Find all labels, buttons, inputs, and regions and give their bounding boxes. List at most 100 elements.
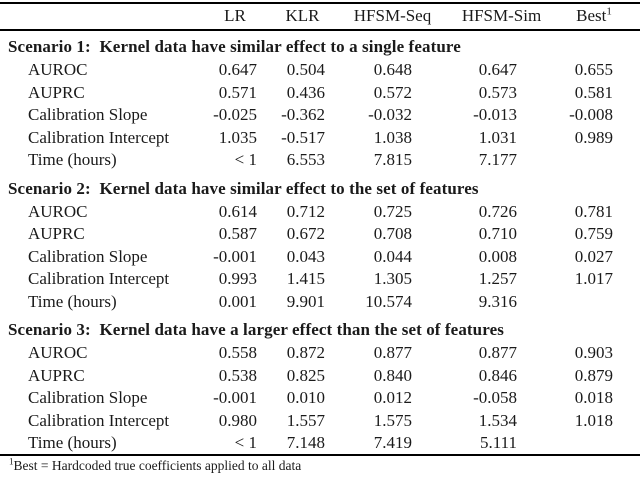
- cell-value: 0.573: [478, 82, 517, 102]
- row-label: Calibration Slope: [28, 388, 148, 408]
- cell-value: 0.436: [286, 82, 325, 102]
- row-label: AUROC: [28, 343, 88, 363]
- cell-value: 0.647: [218, 60, 257, 80]
- row-label: AUPRC: [28, 82, 85, 102]
- cell-value: 1.031: [478, 127, 517, 147]
- column-header-klr: KLR: [275, 3, 330, 31]
- cell-value: 9.901: [286, 291, 325, 311]
- column-header-label: KLR: [285, 6, 320, 25]
- column-header-label: HFSM-Seq: [353, 6, 432, 25]
- cell-value: -0.013: [473, 105, 517, 125]
- cell-value: [548, 432, 640, 455]
- cell-value: 1.415: [286, 269, 325, 289]
- row-label: AUPRC: [28, 224, 85, 244]
- section-title: Scenario 2: Kernel data have similar eff…: [8, 178, 479, 198]
- cell-value: 1.305: [373, 269, 412, 289]
- column-header-hfsm-seq: HFSM-Seq: [330, 3, 455, 31]
- row-label: AUPRC: [28, 365, 85, 385]
- cell-value: 0.840: [373, 365, 412, 385]
- cell-value: -0.032: [368, 105, 412, 125]
- cell-value: 0.879: [574, 365, 613, 385]
- cell-value: 0.825: [286, 365, 325, 385]
- cell-value: 0.018: [574, 388, 613, 408]
- cell-value: 1.038: [373, 127, 412, 147]
- column-header-label: Best: [576, 6, 607, 25]
- cell-value: 10.574: [365, 291, 412, 311]
- corner-cell: [0, 3, 195, 31]
- table-row: AUPRC 0.587 0.672 0.708 0.710 0.759: [0, 223, 640, 246]
- cell-value: 0.712: [286, 201, 325, 221]
- section-title: Scenario 3: Kernel data have a larger ef…: [8, 320, 504, 339]
- results-table: LR KLR HFSM-Seq HFSM-Sim Best1 Scenario …: [0, 2, 640, 456]
- cell-value: -0.008: [569, 105, 613, 125]
- cell-value: -0.001: [213, 388, 257, 408]
- footnote-marker: 1: [9, 456, 14, 467]
- table-header: LR KLR HFSM-Seq HFSM-Sim Best1: [0, 3, 640, 31]
- table-row: Calibration Intercept 0.980 1.557 1.575 …: [0, 410, 640, 433]
- cell-value: 0.538: [218, 365, 257, 385]
- cell-value: 0.008: [478, 246, 517, 266]
- best-footnote-marker: 1: [606, 5, 612, 18]
- table-row: AUROC 0.558 0.872 0.877 0.877 0.903: [0, 342, 640, 365]
- cell-value: 1.018: [574, 410, 613, 430]
- cell-value: 0.708: [373, 224, 412, 244]
- section-title-row: Scenario 3: Kernel data have a larger ef…: [0, 313, 640, 342]
- cell-value: 5.111: [480, 433, 517, 452]
- section-title-row: Scenario 1: Kernel data have similar eff…: [0, 30, 640, 59]
- cell-value: 7.148: [286, 433, 325, 452]
- footnote-text: Best = Hardcoded true coefficients appli…: [13, 458, 302, 473]
- column-header-hfsm-sim: HFSM-Sim: [455, 3, 548, 31]
- table-row: Calibration Slope -0.001 0.043 0.044 0.0…: [0, 246, 640, 269]
- cell-value: 0.648: [373, 60, 412, 80]
- cell-value: 0.993: [218, 269, 257, 289]
- cell-value: -0.058: [473, 388, 517, 408]
- cell-value: 7.419: [373, 433, 412, 452]
- cell-value: 7.177: [478, 150, 517, 170]
- table-row: AUROC 0.614 0.712 0.725 0.726 0.781: [0, 201, 640, 224]
- cell-value: -0.362: [281, 105, 325, 125]
- cell-value: 0.710: [478, 224, 517, 244]
- cell-value: 0.655: [574, 60, 613, 80]
- cell-value: -0.025: [213, 105, 257, 125]
- table-row: AUROC 0.647 0.504 0.648 0.647 0.655: [0, 59, 640, 82]
- cell-value: 0.001: [218, 291, 257, 311]
- column-header-lr: LR: [195, 3, 275, 31]
- cell-value: 1.534: [478, 410, 517, 430]
- cell-value: 0.027: [574, 246, 613, 266]
- cell-value: 0.647: [478, 60, 517, 80]
- row-label: Time (hours): [28, 150, 117, 170]
- cell-value: 0.010: [286, 388, 325, 408]
- row-label: Calibration Slope: [28, 105, 148, 125]
- table-footnote: 1Best = Hardcoded true coefficients appl…: [0, 456, 640, 474]
- cell-value: [548, 149, 640, 172]
- cell-value: 0.571: [218, 82, 257, 102]
- row-label: Calibration Intercept: [28, 410, 170, 430]
- cell-value: 1.575: [373, 410, 412, 430]
- cell-value: 0.877: [478, 343, 517, 363]
- cell-value: 0.726: [478, 201, 517, 221]
- cell-value: 9.316: [478, 291, 517, 311]
- cell-value: < 1: [234, 150, 257, 170]
- cell-value: 1.017: [574, 269, 613, 289]
- cell-value: 0.980: [218, 410, 257, 430]
- section-title-row: Scenario 2: Kernel data have similar eff…: [0, 172, 640, 201]
- cell-value: 0.572: [373, 82, 412, 102]
- cell-value: 0.587: [218, 224, 257, 244]
- table-row: Calibration Intercept 0.993 1.415 1.305 …: [0, 268, 640, 291]
- cell-value: 0.872: [286, 343, 325, 363]
- table-row: AUPRC 0.571 0.436 0.572 0.573 0.581: [0, 82, 640, 105]
- cell-value: 7.815: [373, 150, 412, 170]
- cell-value: 0.672: [286, 224, 325, 244]
- cell-value: -0.001: [213, 246, 257, 266]
- table-body: Scenario 1: Kernel data have similar eff…: [0, 30, 640, 455]
- cell-value: 0.759: [574, 224, 613, 244]
- cell-value: 0.558: [218, 343, 257, 363]
- cell-value: 1.557: [286, 410, 325, 430]
- column-header-best: Best1: [548, 3, 640, 31]
- cell-value: 6.553: [286, 150, 325, 170]
- section-title: Scenario 1: Kernel data have similar eff…: [8, 37, 461, 56]
- table-row: Time (hours) < 1 7.148 7.419 5.111: [0, 432, 640, 455]
- cell-value: 0.044: [373, 246, 412, 266]
- row-label: Calibration Intercept: [28, 269, 170, 289]
- cell-value: 0.877: [373, 343, 412, 363]
